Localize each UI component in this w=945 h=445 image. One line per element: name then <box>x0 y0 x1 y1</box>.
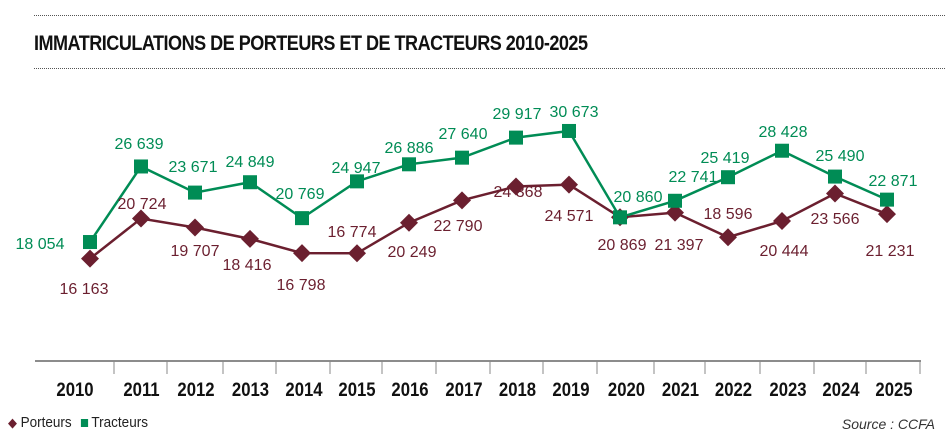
x-tick-label: 2010 <box>56 379 93 400</box>
data-point-porteurs <box>241 229 259 248</box>
series-line-tracteurs <box>88 129 888 243</box>
x-tick-label: 2014 <box>285 379 322 400</box>
data-label-tracteurs: 27 640 <box>439 126 488 143</box>
legend-item-tracteurs: Tracteurs <box>80 414 148 431</box>
data-point-porteurs <box>719 228 737 247</box>
data-label-tracteurs: 26 886 <box>385 140 434 157</box>
data-point-porteurs <box>186 218 204 237</box>
data-point-tracteurs <box>613 210 627 225</box>
square-icon <box>80 418 88 427</box>
data-point-porteurs <box>878 205 896 224</box>
data-point-porteurs <box>348 244 366 263</box>
data-point-porteurs <box>132 209 150 228</box>
data-label-porteurs: 19 707 <box>171 243 220 260</box>
data-point-tracteurs <box>721 170 735 185</box>
data-label-tracteurs: 20 769 <box>276 186 325 203</box>
data-label-porteurs: 21 231 <box>866 243 915 260</box>
data-point-porteurs <box>826 184 844 203</box>
data-label-porteurs: 20 249 <box>388 244 437 261</box>
data-label-tracteurs: 20 860 <box>614 189 663 206</box>
legend-item-porteurs: ◆ Porteurs <box>8 414 72 431</box>
data-label-tracteurs: 23 671 <box>169 159 218 176</box>
source-note: Source : CCFA <box>841 416 935 432</box>
data-label-porteurs: 20 869 <box>598 237 647 254</box>
data-point-tracteurs <box>509 130 523 145</box>
x-tick-label: 2016 <box>391 379 428 400</box>
x-tick-label: 2017 <box>445 379 482 400</box>
data-point-tracteurs <box>562 123 576 138</box>
data-point-porteurs <box>773 211 791 230</box>
series-line-porteurs <box>89 183 888 260</box>
x-tick-label: 2013 <box>232 379 269 400</box>
data-point-tracteurs <box>295 211 309 226</box>
title-divider <box>34 68 945 69</box>
data-label-porteurs: 18 596 <box>704 206 753 223</box>
data-point-tracteurs <box>880 192 894 207</box>
data-point-tracteurs <box>350 174 364 189</box>
data-label-tracteurs: 29 917 <box>493 106 542 123</box>
data-point-tracteurs <box>402 157 416 172</box>
data-label-porteurs: 22 790 <box>434 218 483 235</box>
data-label-porteurs: 21 397 <box>655 237 704 254</box>
data-label-porteurs: 18 416 <box>223 257 272 274</box>
data-point-porteurs <box>293 244 311 263</box>
x-tick-label: 2022 <box>715 379 752 400</box>
data-point-porteurs <box>666 203 684 222</box>
data-point-tracteurs <box>775 143 789 158</box>
x-tick-label: 2018 <box>499 379 536 400</box>
data-label-tracteurs: 25 490 <box>816 148 865 165</box>
legend-label-porteurs: Porteurs <box>20 414 72 431</box>
data-label-porteurs: 24 368 <box>494 184 543 201</box>
x-tick-label: 2015 <box>338 379 375 400</box>
data-label-porteurs: 23 566 <box>811 211 860 228</box>
x-tick-label: 2020 <box>608 379 645 400</box>
x-tick-label: 2021 <box>662 379 699 400</box>
data-label-tracteurs: 22 741 <box>669 169 718 186</box>
data-point-porteurs <box>453 191 471 210</box>
data-label-porteurs: 20 444 <box>760 243 809 260</box>
data-point-porteurs <box>81 249 99 268</box>
data-point-tracteurs <box>668 193 682 208</box>
data-point-tracteurs <box>828 169 842 184</box>
data-point-tracteurs <box>134 159 148 174</box>
data-point-tracteurs <box>455 150 469 165</box>
data-label-porteurs: 16 163 <box>60 281 109 298</box>
chart-title: IMMATRICULATIONS DE PORTEURS ET DE TRACT… <box>34 32 588 55</box>
data-point-porteurs <box>400 213 418 232</box>
data-point-porteurs <box>560 175 578 194</box>
data-label-tracteurs: 30 673 <box>550 104 599 121</box>
x-tick-label: 2012 <box>177 379 214 400</box>
data-point-tracteurs <box>243 175 257 190</box>
x-tick-label: 2019 <box>552 379 589 400</box>
data-label-porteurs: 20 724 <box>118 196 167 213</box>
data-label-tracteurs: 26 639 <box>115 136 164 153</box>
data-label-tracteurs: 22 871 <box>869 173 918 190</box>
x-tick-label: 2024 <box>822 379 859 400</box>
data-label-porteurs: 16 798 <box>277 277 326 294</box>
data-label-tracteurs: 25 419 <box>701 150 750 167</box>
data-point-porteurs <box>507 177 525 196</box>
diamond-icon: ◆ <box>8 414 17 430</box>
legend-label-tracteurs: Tracteurs <box>91 414 148 431</box>
legend: ◆ Porteurs Tracteurs <box>8 414 148 431</box>
x-tick-label: 2023 <box>769 379 806 400</box>
data-label-porteurs: 24 571 <box>545 208 594 225</box>
data-label-tracteurs: 18 054 <box>16 236 65 253</box>
data-point-tracteurs <box>188 185 202 200</box>
data-label-porteurs: 16 774 <box>328 224 377 241</box>
data-label-tracteurs: 24 849 <box>226 154 275 171</box>
data-point-tracteurs <box>83 235 97 250</box>
top-divider <box>34 15 945 16</box>
data-label-tracteurs: 28 428 <box>759 124 808 141</box>
data-label-tracteurs: 24 947 <box>332 160 381 177</box>
x-tick-label: 2011 <box>123 379 159 400</box>
x-tick-label: 2025 <box>875 379 912 400</box>
